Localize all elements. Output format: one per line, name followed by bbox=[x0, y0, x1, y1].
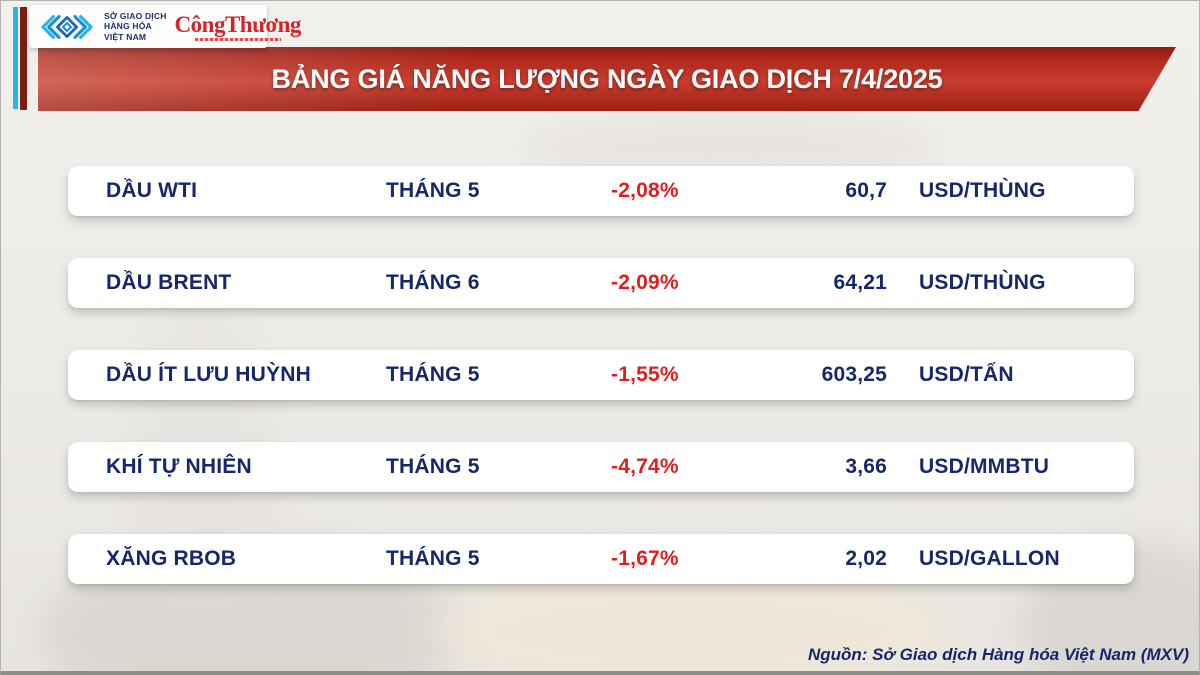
price-unit: USD/THÙNG bbox=[919, 179, 1046, 202]
table-row: DẦU BRENT THÁNG 6 -2,09% 64,21 USD/THÙNG bbox=[68, 258, 1134, 308]
price-value: 2,02 bbox=[845, 547, 887, 570]
contract-month: THÁNG 5 bbox=[386, 363, 480, 386]
price-unit: USD/GALLON bbox=[919, 547, 1060, 570]
change-percent: -2,08% bbox=[611, 179, 679, 202]
price-unit: USD/THÙNG bbox=[919, 271, 1046, 294]
left-cyan-stripe bbox=[13, 7, 18, 109]
commodity-name: XĂNG RBOB bbox=[106, 547, 237, 570]
commodity-name: DẦU WTI bbox=[106, 179, 198, 202]
mxv-line-3: VIỆT NAM bbox=[104, 31, 147, 42]
left-maroon-stripe bbox=[20, 7, 27, 110]
contract-month: THÁNG 6 bbox=[386, 271, 480, 294]
source-attribution: Nguồn: Sở Giao dịch Hàng hóa Việt Nam (M… bbox=[807, 645, 1189, 664]
contract-month: THÁNG 5 bbox=[386, 179, 480, 202]
change-percent: -1,67% bbox=[611, 547, 679, 570]
mxv-logo-icon bbox=[36, 11, 98, 43]
table-row: XĂNG RBOB THÁNG 5 -1,67% 2,02 USD/GALLON bbox=[68, 534, 1134, 584]
logo-box: SỞ GIAO DỊCH HÀNG HÓA VIỆT NAM CôngThươn… bbox=[29, 5, 301, 48]
table-row: DẦU ÍT LƯU HUỲNH THÁNG 5 -1,55% 603,25 U… bbox=[68, 350, 1134, 400]
table-row: KHÍ TỰ NHIÊN THÁNG 5 -4,74% 3,66 USD/MMB… bbox=[68, 442, 1134, 492]
mxv-logo-text: SỞ GIAO DỊCH HÀNG HÓA VIỆT NAM bbox=[104, 11, 167, 41]
change-percent: -1,55% bbox=[611, 363, 679, 386]
contract-month: THÁNG 5 bbox=[386, 547, 480, 570]
price-value: 3,66 bbox=[845, 455, 887, 478]
change-percent: -4,74% bbox=[611, 455, 679, 478]
price-unit: USD/MMBTU bbox=[919, 455, 1050, 478]
commodity-name: DẦU ÍT LƯU HUỲNH bbox=[106, 363, 311, 386]
commodity-name: DẦU BRENT bbox=[106, 271, 232, 294]
table-row: DẦU WTI THÁNG 5 -2,08% 60,7 USD/THÙNG bbox=[68, 166, 1134, 216]
page-title: BẢNG GIÁ NĂNG LƯỢNG NGÀY GIAO DỊCH 7/4/2… bbox=[271, 63, 943, 94]
price-value: 64,21 bbox=[833, 271, 887, 294]
contract-month: THÁNG 5 bbox=[386, 455, 480, 478]
congthuong-tagline-bar bbox=[194, 37, 281, 41]
commodity-name: KHÍ TỰ NHIÊN bbox=[106, 455, 252, 478]
congthuong-logo: CôngThương bbox=[175, 13, 301, 41]
change-percent: -2,09% bbox=[611, 271, 679, 294]
mxv-line-1: SỞ GIAO DỊCH bbox=[104, 11, 167, 22]
price-unit: USD/TẤN bbox=[919, 363, 1014, 386]
mxv-line-2: HÀNG HÓA bbox=[104, 21, 152, 32]
price-table: DẦU WTI THÁNG 5 -2,08% 60,7 USD/THÙNG DẦ… bbox=[68, 166, 1134, 584]
price-value: 603,25 bbox=[821, 363, 887, 386]
title-banner: BẢNG GIÁ NĂNG LƯỢNG NGÀY GIAO DỊCH 7/4/2… bbox=[38, 47, 1176, 111]
congthuong-wordmark: CôngThương bbox=[174, 11, 302, 37]
price-value: 60,7 bbox=[845, 179, 887, 202]
